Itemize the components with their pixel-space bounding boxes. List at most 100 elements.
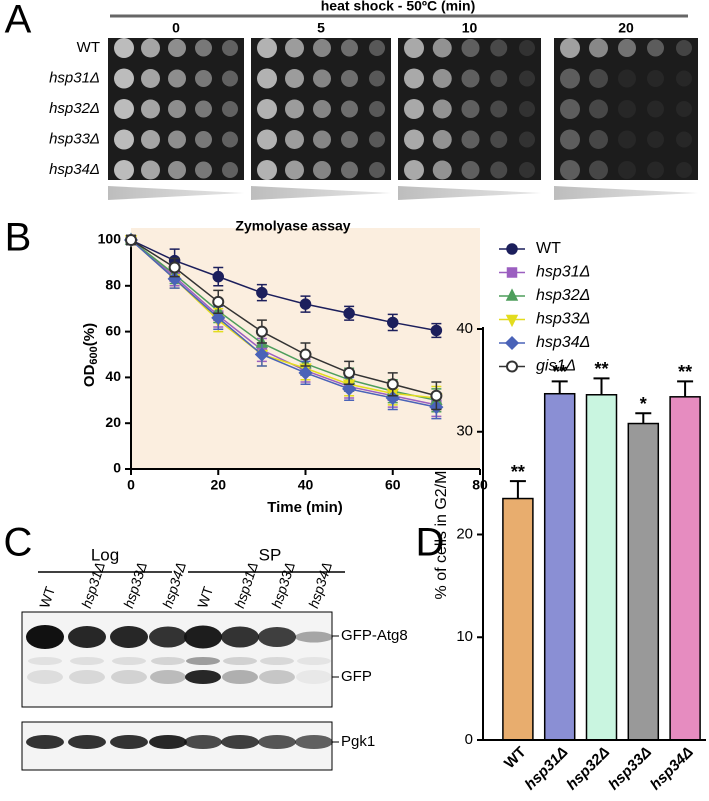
colony-spot	[676, 131, 692, 148]
band	[111, 670, 147, 684]
y-axis-label: OD600(%)	[81, 323, 100, 387]
colony-spot	[589, 130, 608, 149]
colony-spot	[647, 100, 664, 118]
x-tick-label: hsp32Δ	[563, 744, 613, 794]
significance: *	[640, 394, 647, 414]
error-bar	[593, 377, 610, 395]
colony-spot	[257, 38, 277, 58]
marker	[387, 316, 399, 329]
axis	[130, 236, 480, 470]
colony-spot	[114, 99, 134, 119]
colony-spot	[341, 70, 358, 87]
strain-label: WT	[77, 39, 100, 56]
colony-spot	[313, 39, 331, 57]
colony-spot	[195, 70, 212, 87]
band	[28, 657, 62, 665]
colony-spot	[676, 70, 692, 87]
y-tick-label: 100	[98, 231, 122, 247]
y-tick-label: 60	[105, 322, 121, 338]
time-label: 10	[462, 20, 478, 36]
colony-spot	[313, 130, 331, 149]
colony-spot	[589, 160, 608, 180]
bar	[585, 394, 618, 741]
legend-marker	[505, 314, 519, 328]
band	[223, 657, 257, 665]
series-line	[130, 239, 437, 408]
colony-spot	[490, 39, 508, 57]
colony-spot	[589, 99, 608, 119]
colony-spot	[257, 129, 277, 150]
marker	[343, 307, 355, 320]
colony-spot	[519, 70, 535, 87]
colony-spot	[285, 160, 304, 180]
colony-spot	[114, 129, 134, 150]
panel-label: A	[5, 0, 32, 42]
colony-spot	[369, 70, 385, 87]
colony-spot	[618, 130, 636, 149]
colony-spot	[676, 101, 692, 117]
colony-spot	[114, 68, 134, 89]
legend-marker	[506, 360, 518, 373]
marker	[342, 381, 357, 396]
colony-spot	[647, 161, 664, 179]
colony-spot	[313, 69, 331, 88]
band	[150, 670, 186, 684]
marker	[168, 261, 181, 274]
colony-spot	[519, 162, 535, 178]
band-label: GFP	[341, 668, 372, 685]
colony-spot	[222, 101, 238, 117]
colony-spot	[285, 69, 304, 88]
band	[26, 625, 64, 649]
colony-spot	[461, 69, 480, 88]
colony-spot	[369, 162, 385, 178]
colony-spot	[404, 38, 424, 58]
dilution-wedge	[554, 186, 698, 200]
colony-spot	[141, 160, 160, 180]
panel-label: B	[5, 216, 32, 260]
colony-spot	[141, 69, 160, 88]
colony-spot	[168, 130, 186, 149]
colony-spot	[369, 131, 385, 148]
colony-spot	[404, 68, 424, 89]
x-tick-label: 40	[298, 477, 314, 493]
band	[151, 657, 185, 665]
colony-spot	[341, 131, 358, 148]
strain-label: hsp33Δ	[49, 130, 100, 147]
band	[184, 625, 222, 649]
legend-label: hsp31Δ	[536, 264, 590, 281]
colony-spot	[285, 38, 304, 58]
colony-spot	[168, 39, 186, 57]
y-axis-label: % of cells in G2/M	[433, 471, 450, 600]
colony-spot	[222, 131, 238, 148]
colony-spot	[285, 99, 304, 119]
colony-spot	[490, 161, 508, 179]
legend-label: hsp32Δ	[536, 287, 590, 304]
colony-spot	[313, 100, 331, 118]
x-tick-label: 20	[210, 477, 226, 493]
bar	[543, 392, 576, 741]
marker	[299, 348, 312, 361]
legend-label: WT	[536, 240, 561, 257]
band	[221, 626, 259, 648]
colony-spot	[560, 160, 580, 180]
colony-spot	[168, 69, 186, 88]
significance: **	[511, 462, 525, 482]
marker	[299, 298, 312, 310]
x-tick-label: 80	[472, 477, 488, 493]
series-line	[130, 239, 437, 397]
colony-spot	[114, 160, 134, 180]
legend-marker	[504, 335, 520, 351]
colony-spot	[560, 38, 580, 58]
band	[296, 670, 332, 684]
marker	[125, 234, 137, 246]
colony-spot	[618, 69, 636, 88]
colony-spot	[461, 161, 480, 179]
band	[260, 657, 294, 665]
error-bar	[677, 380, 694, 397]
colony-spot	[519, 101, 535, 117]
bar	[627, 422, 660, 741]
colony-spot	[461, 100, 480, 118]
colony-spot	[618, 161, 636, 179]
y-tick-label: 20	[456, 525, 473, 542]
